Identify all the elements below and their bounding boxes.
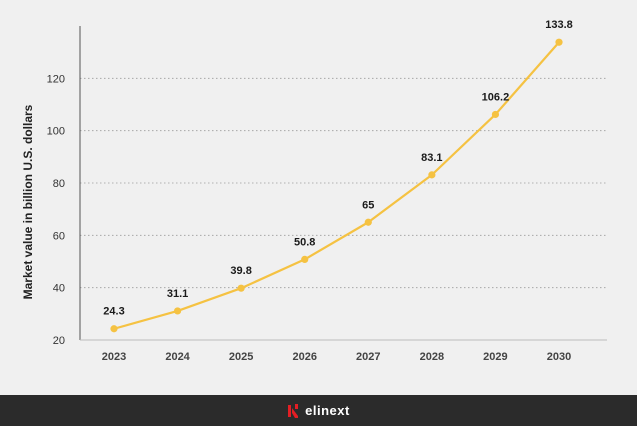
x-tick-label: 2030: [547, 351, 571, 363]
data-points: [110, 38, 563, 333]
data-point: [301, 255, 309, 264]
x-tick-label: 2024: [165, 351, 190, 363]
data-point: [237, 284, 245, 292]
y-tick-label: 40: [53, 283, 65, 295]
elinext-logo-icon: [288, 403, 299, 418]
y-tick-label: 80: [53, 178, 65, 190]
y-tick-labels: 20 40 60 80 100 120: [47, 73, 65, 347]
brand-logo: elinext: [287, 403, 350, 419]
brand-name: elinext: [305, 403, 350, 418]
data-labels: 24.3 31.1 39.8 50.8 65 83.1 106.2 133.8: [103, 19, 572, 318]
x-tick-labels: 2023 2024 2025 2026 2027 2028 2029 2030: [102, 351, 571, 363]
data-label: 50.8: [294, 236, 315, 248]
data-point: [364, 218, 372, 226]
y-axis-label: Market value in billion U.S. dollars: [21, 104, 35, 299]
data-point: [555, 38, 563, 46]
y-tick-label: 20: [53, 335, 65, 347]
data-point: [428, 171, 436, 179]
data-point: [173, 307, 182, 315]
x-tick-label: 2027: [356, 351, 380, 363]
data-label: 83.1: [421, 152, 442, 164]
data-label: 31.1: [167, 288, 188, 300]
x-tick-label: 2025: [229, 351, 253, 363]
data-label: 133.8: [545, 19, 573, 31]
y-tick-label: 120: [47, 73, 65, 85]
gridlines: [80, 77, 607, 289]
x-tick-label: 2023: [102, 351, 126, 363]
x-tick-label: 2029: [483, 351, 507, 363]
footer-bar: elinext: [0, 395, 637, 426]
data-label: 39.8: [230, 265, 251, 277]
data-label: 65: [362, 199, 374, 211]
x-tick-label: 2026: [292, 351, 316, 363]
x-tick-label: 2028: [420, 351, 444, 363]
data-point: [110, 325, 118, 333]
data-point: [491, 110, 500, 119]
data-label: 24.3: [103, 306, 124, 318]
chart-area: 20 40 60 80 100 120 2023 2024 2025 2026 2027 2028 2…: [21, 19, 607, 363]
y-tick-label: 100: [47, 126, 65, 138]
series-line: [113, 41, 560, 330]
data-label: 106.2: [482, 91, 510, 103]
y-tick-label: 60: [53, 230, 65, 242]
